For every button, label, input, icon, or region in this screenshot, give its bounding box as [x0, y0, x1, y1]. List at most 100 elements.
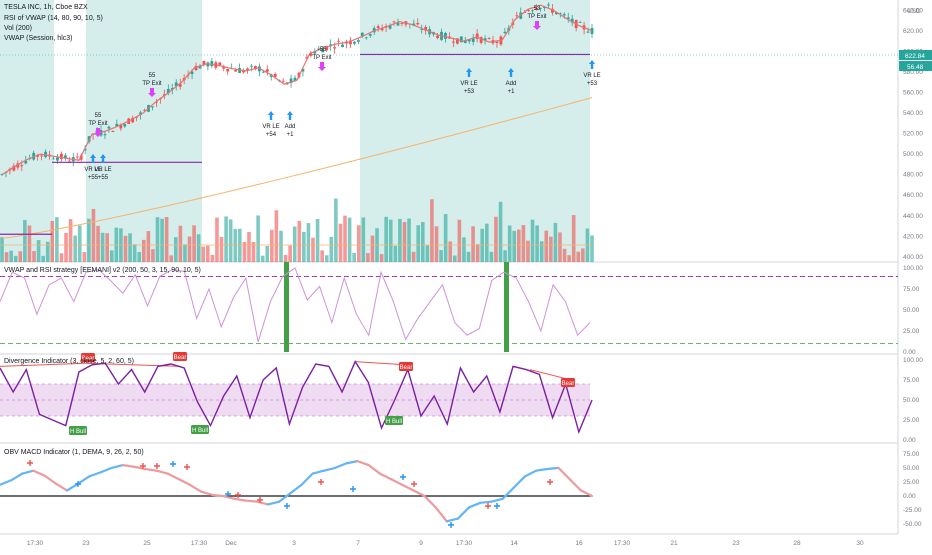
candle-body — [452, 41, 455, 43]
volume-bar — [164, 217, 169, 262]
volume-bar — [475, 244, 480, 262]
price-tick-label: 480.00 — [903, 172, 923, 179]
obv-signal-cross — [400, 474, 406, 480]
rsi-badge — [899, 61, 932, 71]
obv-macd-segment — [121, 463, 136, 468]
time-tick-label: 16 — [575, 540, 583, 547]
volume-bar — [132, 244, 137, 262]
volume-bar — [82, 252, 87, 262]
candle-body — [218, 62, 222, 66]
price-tick-label: 500.00 — [903, 151, 923, 158]
obv-macd-segment — [579, 489, 594, 498]
bear-tag-label: Bear — [562, 381, 575, 387]
volume-bar — [315, 218, 320, 262]
bear-tag — [399, 362, 413, 371]
volume-bar — [279, 230, 283, 262]
volume-bar — [183, 244, 187, 262]
pane-tick-label: -25.00 — [903, 507, 922, 514]
pane-tick-label: 25.00 — [903, 328, 920, 335]
candle-body — [471, 37, 475, 42]
volume-bar — [517, 229, 521, 262]
trade-marker-title: 55 — [149, 73, 156, 79]
trade-marker-label: +53 — [587, 81, 598, 87]
volume-bars — [0, 198, 594, 262]
candle-body — [570, 18, 574, 23]
obv-macd-segment — [501, 486, 515, 500]
signal-column — [504, 262, 509, 352]
obv-macd-segment — [266, 500, 281, 506]
candle-body — [123, 124, 127, 127]
divergence-pane[interactable]: Bear Bear Bear Bear H Bull H Bull H Bull — [0, 352, 593, 435]
volume-bar — [571, 215, 576, 262]
obv-pane[interactable] — [0, 460, 594, 528]
candle-body — [463, 40, 467, 43]
strategy-pane[interactable] — [0, 262, 898, 352]
pane-tick-label: 0.00 — [903, 349, 916, 356]
price-tick-label: 640.00 — [903, 7, 923, 14]
candle-body — [83, 148, 87, 151]
entry-arrow-icon — [466, 68, 472, 77]
trade-marker-label: +54 — [266, 132, 277, 138]
candle-body — [388, 25, 392, 29]
volume-bar — [411, 251, 416, 262]
obv-macd-segment — [166, 472, 180, 481]
candle-body — [554, 12, 558, 15]
volume-bar — [352, 253, 356, 262]
candle-body — [396, 22, 400, 26]
candle-body — [420, 29, 424, 31]
time-tick-label: 17:30 — [456, 540, 473, 547]
time-tick-label: 25 — [143, 540, 151, 547]
obv-macd-segment — [43, 474, 57, 485]
candle-body — [206, 62, 210, 67]
trade-marker-title: 55 — [95, 113, 102, 119]
candle-body — [301, 68, 305, 72]
volume-bar — [36, 240, 41, 262]
volume-bar — [485, 223, 489, 262]
sma-line — [1, 97, 593, 239]
volume-bar — [334, 198, 338, 262]
price-tick-label: 560.00 — [903, 89, 923, 96]
bear-tag — [81, 353, 95, 362]
volume-bar — [32, 251, 36, 262]
candle-body — [198, 65, 202, 69]
volume-bar — [59, 253, 64, 262]
candle-body — [380, 28, 384, 31]
volume-bar — [292, 226, 297, 262]
obv-macd-segment — [32, 469, 46, 477]
bear-tag — [561, 378, 575, 387]
candle-body — [543, 6, 546, 9]
volume-bar — [402, 222, 407, 262]
volume-bar — [535, 225, 539, 262]
candle-body — [40, 155, 43, 157]
trade-marker-title: VR LE — [460, 81, 477, 87]
trade-marker-label: TP Exit — [88, 121, 108, 127]
volume-bar — [393, 245, 398, 262]
strategy-rsi-line — [0, 267, 591, 343]
entry-arrow-icon — [287, 111, 293, 120]
candle-body — [483, 38, 487, 41]
obv-signal-cross — [225, 491, 231, 497]
time-axis[interactable]: 17:30 23 25 17:30 Dec 3 7 9 17:30 14 16 17:30 21 23 28… — [27, 540, 864, 547]
candle-body — [111, 130, 115, 133]
bull-tag — [385, 416, 403, 425]
session-band — [86, 0, 202, 262]
candle-body — [539, 7, 542, 9]
candle-body — [337, 40, 340, 42]
obv-signal-cross — [257, 497, 263, 503]
price-tick-label: 580.00 — [903, 69, 923, 76]
trade-marker-title: 53 — [534, 6, 541, 12]
pane-tick-label: 75.00 — [903, 286, 920, 293]
volume-bar — [169, 255, 174, 262]
bear-tag-label: Bear — [174, 355, 187, 361]
candle-body — [309, 53, 313, 56]
volume-bar — [462, 237, 466, 262]
time-tick-label: Dec — [225, 540, 237, 547]
bull-tag-label: H Bull — [192, 428, 208, 434]
obv-macd-segment — [177, 478, 191, 486]
candle-body — [289, 78, 293, 84]
pane-tick-label: 75.00 — [903, 451, 920, 458]
trade-marker-title: VR LE — [94, 167, 111, 173]
volume-bar — [297, 220, 302, 262]
